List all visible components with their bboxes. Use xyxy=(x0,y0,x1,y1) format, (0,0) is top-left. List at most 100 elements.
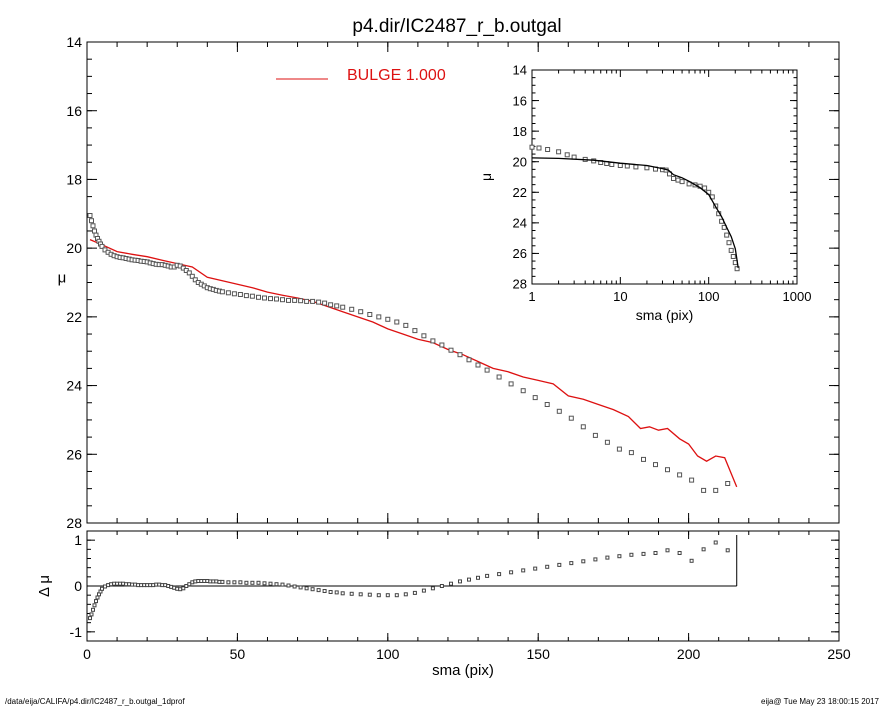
residual-ytick-label: -1 xyxy=(70,624,83,640)
data-point xyxy=(671,176,676,181)
data-point xyxy=(713,540,718,545)
data-point xyxy=(243,293,249,299)
data-point xyxy=(497,572,502,577)
data-point xyxy=(730,254,736,259)
main-ytick-label: 28 xyxy=(66,515,82,531)
data-point xyxy=(605,555,610,560)
data-point xyxy=(677,472,683,478)
data-point xyxy=(496,374,502,380)
data-point xyxy=(484,367,490,373)
inset-ylabel: μ xyxy=(478,173,494,181)
data-point xyxy=(88,616,92,621)
residual-xtick-label: 50 xyxy=(230,646,246,662)
inset-xtick-label: 1 xyxy=(528,289,535,304)
residual-ylabel: Δ μ xyxy=(36,575,53,597)
data-point xyxy=(675,177,681,183)
residual-xtick-label: 100 xyxy=(376,646,400,662)
data-point xyxy=(475,362,481,368)
data-point xyxy=(592,432,598,438)
data-point xyxy=(90,223,96,229)
data-point xyxy=(633,164,639,170)
data-point xyxy=(679,179,685,185)
data-point xyxy=(262,581,267,586)
data-point xyxy=(310,587,315,592)
main-ytick-label: 26 xyxy=(66,446,82,462)
data-point xyxy=(192,277,198,283)
data-point xyxy=(89,612,94,617)
data-point xyxy=(557,562,562,567)
data-point xyxy=(367,592,372,597)
data-point xyxy=(249,293,255,299)
inset-ytick-label: 22 xyxy=(513,185,527,200)
legend-label: BULGE 1.000 xyxy=(347,67,446,84)
inset-ytick-label: 28 xyxy=(513,277,527,292)
data-point xyxy=(99,243,105,249)
data-point xyxy=(92,603,97,608)
data-point xyxy=(653,551,658,555)
residual-xtick-label: 0 xyxy=(83,646,91,662)
data-point xyxy=(556,408,562,414)
data-point xyxy=(403,592,408,597)
main-ytick-label: 16 xyxy=(66,103,82,119)
data-point xyxy=(316,299,322,305)
data-point xyxy=(412,590,417,595)
data-point xyxy=(529,144,535,150)
data-point xyxy=(617,163,623,168)
data-point xyxy=(628,450,634,456)
data-point xyxy=(225,290,231,296)
data-point xyxy=(91,607,95,612)
residual-xtick-label: 250 xyxy=(827,646,851,662)
data-point xyxy=(139,583,144,588)
data-point xyxy=(509,570,514,575)
data-point xyxy=(734,266,740,272)
data-point xyxy=(421,333,427,339)
inset-xtick-label: 10 xyxy=(613,289,627,304)
data-point xyxy=(458,579,462,584)
data-point xyxy=(385,316,391,322)
data-point xyxy=(220,579,225,584)
data-point xyxy=(624,163,630,169)
data-point xyxy=(403,322,409,328)
data-point xyxy=(367,312,373,317)
data-point xyxy=(186,270,192,276)
data-point xyxy=(604,439,610,445)
inset-xlabel: sma (pix) xyxy=(636,307,694,323)
data-point xyxy=(689,558,694,563)
data-point xyxy=(616,446,622,452)
data-point xyxy=(231,291,237,297)
data-point xyxy=(726,240,732,246)
data-point xyxy=(334,303,340,309)
data-point xyxy=(304,298,310,304)
data-point xyxy=(349,591,354,596)
data-point xyxy=(702,185,708,191)
data-point xyxy=(214,579,219,584)
data-point xyxy=(394,319,400,325)
data-point xyxy=(421,588,426,593)
data-point xyxy=(280,582,285,587)
data-point xyxy=(412,328,418,334)
data-point xyxy=(593,557,598,562)
data-point xyxy=(466,357,472,363)
data-point xyxy=(268,581,273,586)
residual-xtick-label: 150 xyxy=(527,646,551,662)
data-point xyxy=(89,218,94,224)
data-point xyxy=(724,232,730,238)
data-point xyxy=(274,582,279,587)
data-point xyxy=(256,294,261,300)
data-point xyxy=(385,593,390,598)
data-point xyxy=(689,477,695,483)
data-point xyxy=(521,568,526,573)
data-point xyxy=(430,338,436,344)
data-point xyxy=(665,548,670,553)
data-point xyxy=(532,395,538,401)
main-ylabel: μ xyxy=(58,270,67,287)
inset-panel: 1 10 100 1000 14 16 18 20 22 24 26 28 sma (pix) μ xyxy=(472,63,812,329)
data-point xyxy=(94,599,98,604)
data-point xyxy=(609,162,615,167)
data-point xyxy=(316,588,321,593)
residual-series-0 xyxy=(88,540,730,621)
residual-xtick-label: 200 xyxy=(677,646,701,662)
chart-title: p4.dir/IC2487_r_b.outgal xyxy=(352,16,561,37)
